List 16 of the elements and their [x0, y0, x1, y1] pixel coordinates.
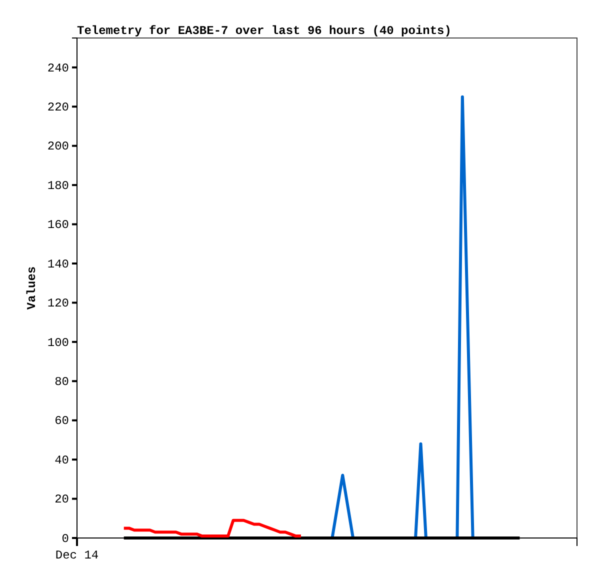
y-tick-label: 180: [47, 178, 69, 193]
y-tick-label: 120: [47, 296, 69, 311]
y-axis-title: Values: [25, 266, 39, 310]
y-tick-label: 60: [54, 414, 69, 428]
y-tick-label: 240: [47, 61, 69, 76]
y-tick-label: 100: [47, 336, 69, 350]
y-tick-label: 220: [47, 100, 69, 114]
x-tick-label: Dec 14: [55, 548, 99, 563]
y-tick-label: 140: [47, 257, 69, 272]
chart-title: Telemetry for EA3BE-7 over last 96 hours (40 points): [77, 24, 452, 38]
y-tick-label: 160: [47, 218, 69, 232]
y-tick-label: 40: [54, 453, 69, 468]
y-tick-label: 20: [54, 492, 69, 507]
y-tick-label: 0: [62, 532, 69, 546]
y-tick-label: 80: [54, 374, 69, 389]
y-tick-label: 200: [47, 140, 69, 154]
